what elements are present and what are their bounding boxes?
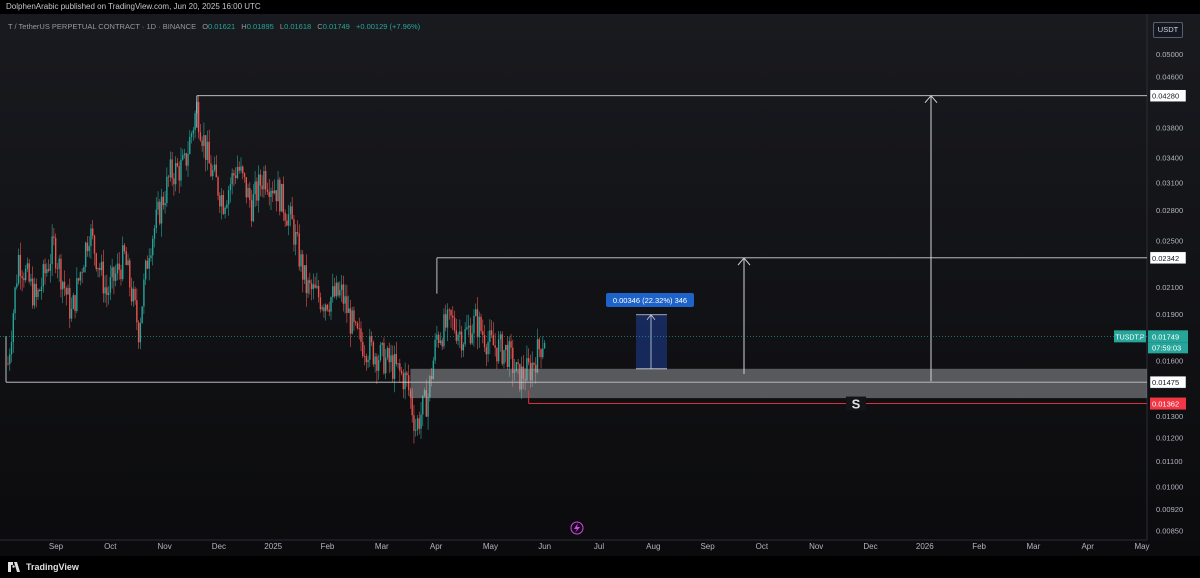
top-bar: DolphenArabic published on TradingView.c… [0,0,1200,14]
change-value: +0.00129 (+7.96%) [355,22,421,31]
tradingview-logo-icon [8,562,20,572]
high-value: 0.01895 [246,22,274,31]
symbol-legend: T / TetherUS PERPETUAL CONTRACT · 1D · B… [8,22,421,31]
symbol-name: T / TetherUS PERPETUAL CONTRACT · 1D · B… [8,22,197,31]
chart-area[interactable] [0,14,1200,556]
close-value: 0.01749 [322,22,350,31]
bottom-bar: TradingView [0,556,1200,578]
open-value: 0.01621 [208,22,236,31]
publish-info: DolphenArabic published on TradingView.c… [6,2,261,11]
low-value: 0.01618 [284,22,312,31]
currency-button[interactable]: USDT [1153,22,1183,38]
brand-name: TradingView [26,562,79,572]
